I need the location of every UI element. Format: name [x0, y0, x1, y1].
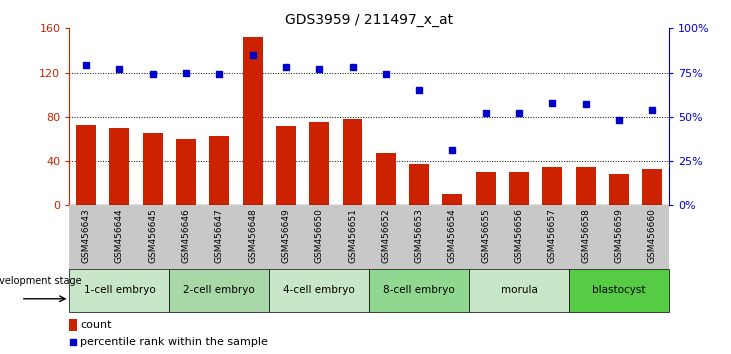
Bar — [509, 172, 529, 205]
Text: GSM456660: GSM456660 — [648, 209, 656, 263]
Title: GDS3959 / 211497_x_at: GDS3959 / 211497_x_at — [285, 13, 453, 27]
Bar — [110, 128, 129, 205]
Bar — [76, 125, 96, 205]
Bar — [476, 172, 496, 205]
Text: GSM456649: GSM456649 — [281, 209, 290, 263]
Text: GSM456650: GSM456650 — [315, 209, 324, 263]
Bar — [643, 169, 662, 205]
Text: GSM456651: GSM456651 — [348, 209, 357, 263]
Bar — [243, 37, 262, 205]
Text: GSM456657: GSM456657 — [548, 209, 557, 263]
Text: GSM456648: GSM456648 — [248, 209, 257, 263]
Bar — [442, 194, 463, 205]
Text: 8-cell embryo: 8-cell embryo — [383, 285, 455, 295]
Text: 4-cell embryo: 4-cell embryo — [284, 285, 355, 295]
Text: GSM456644: GSM456644 — [115, 209, 124, 263]
Text: GSM456652: GSM456652 — [382, 209, 390, 263]
Bar — [569, 269, 669, 312]
Bar — [276, 126, 296, 205]
Bar — [343, 119, 363, 205]
Text: GSM456646: GSM456646 — [181, 209, 191, 263]
Text: 2-cell embryo: 2-cell embryo — [183, 285, 255, 295]
Bar — [369, 269, 469, 312]
Bar — [176, 139, 196, 205]
Bar — [376, 153, 395, 205]
Bar — [69, 269, 170, 312]
Text: GSM456645: GSM456645 — [148, 209, 157, 263]
Bar — [69, 319, 77, 331]
Bar — [269, 269, 369, 312]
Text: GSM456654: GSM456654 — [448, 209, 457, 263]
Bar — [143, 133, 163, 205]
Text: GSM456647: GSM456647 — [215, 209, 224, 263]
Bar — [609, 175, 629, 205]
Text: percentile rank within the sample: percentile rank within the sample — [80, 337, 268, 347]
Text: 1-cell embryo: 1-cell embryo — [83, 285, 155, 295]
Bar — [409, 164, 429, 205]
Text: GSM456658: GSM456658 — [581, 209, 590, 263]
Text: GSM456659: GSM456659 — [615, 209, 624, 263]
Text: GSM456643: GSM456643 — [82, 209, 91, 263]
Bar — [309, 122, 329, 205]
Bar — [469, 269, 569, 312]
Text: count: count — [80, 320, 112, 330]
Bar — [209, 136, 230, 205]
Text: GSM456656: GSM456656 — [515, 209, 523, 263]
Bar — [575, 167, 596, 205]
Text: development stage: development stage — [0, 276, 82, 286]
Bar — [542, 167, 562, 205]
Text: GSM456655: GSM456655 — [481, 209, 491, 263]
Text: morula: morula — [501, 285, 537, 295]
Text: blastocyst: blastocyst — [592, 285, 645, 295]
Text: GSM456653: GSM456653 — [414, 209, 423, 263]
Bar — [170, 269, 269, 312]
